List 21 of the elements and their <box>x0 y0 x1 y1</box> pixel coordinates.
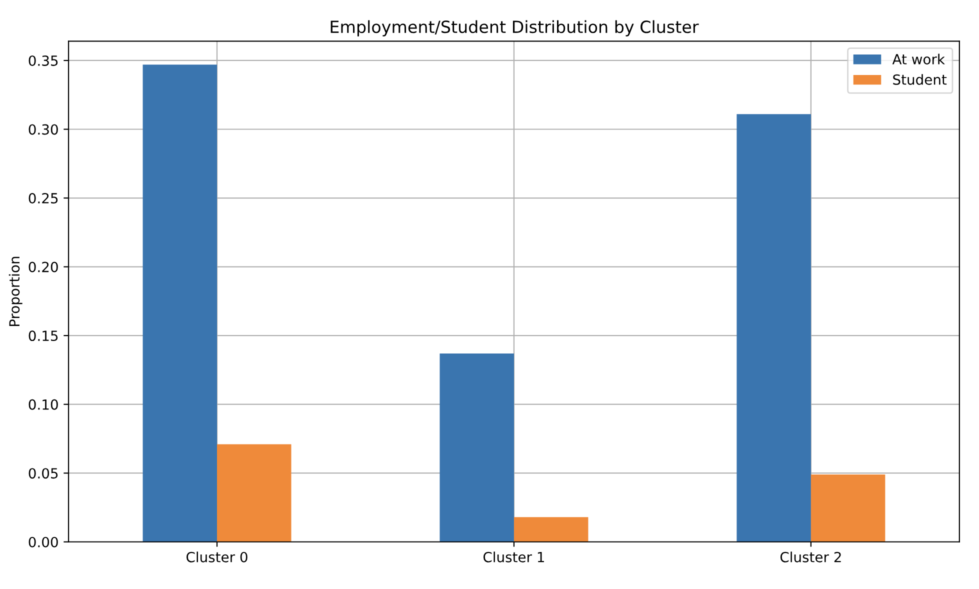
x-tick-label: Cluster 2 <box>780 552 841 562</box>
y-axis-title: Proportion <box>8 256 22 326</box>
bar <box>810 474 886 542</box>
y-tick-label: 0.05 <box>28 468 58 479</box>
y-tick-label: 0.15 <box>28 330 58 342</box>
legend-label: Student <box>893 74 947 85</box>
y-tick-label: 0.30 <box>28 124 58 135</box>
bar <box>514 517 588 542</box>
y-tick-label: 0.35 <box>28 55 58 66</box>
bar <box>440 353 514 542</box>
legend-label: At work <box>892 54 945 64</box>
bar <box>736 114 811 542</box>
bar <box>142 64 218 542</box>
chart-title: Employment/Student Distribution by Cluster <box>330 20 699 36</box>
bar <box>217 444 292 542</box>
x-tick-label: Cluster 1 <box>483 552 544 562</box>
y-tick-label: 0.10 <box>28 399 58 410</box>
y-tick-label: 0.00 <box>28 536 58 548</box>
y-tick-label: 0.25 <box>28 192 58 204</box>
x-tick-label: Cluster 0 <box>186 552 248 562</box>
y-tick-label: 0.20 <box>28 262 58 272</box>
